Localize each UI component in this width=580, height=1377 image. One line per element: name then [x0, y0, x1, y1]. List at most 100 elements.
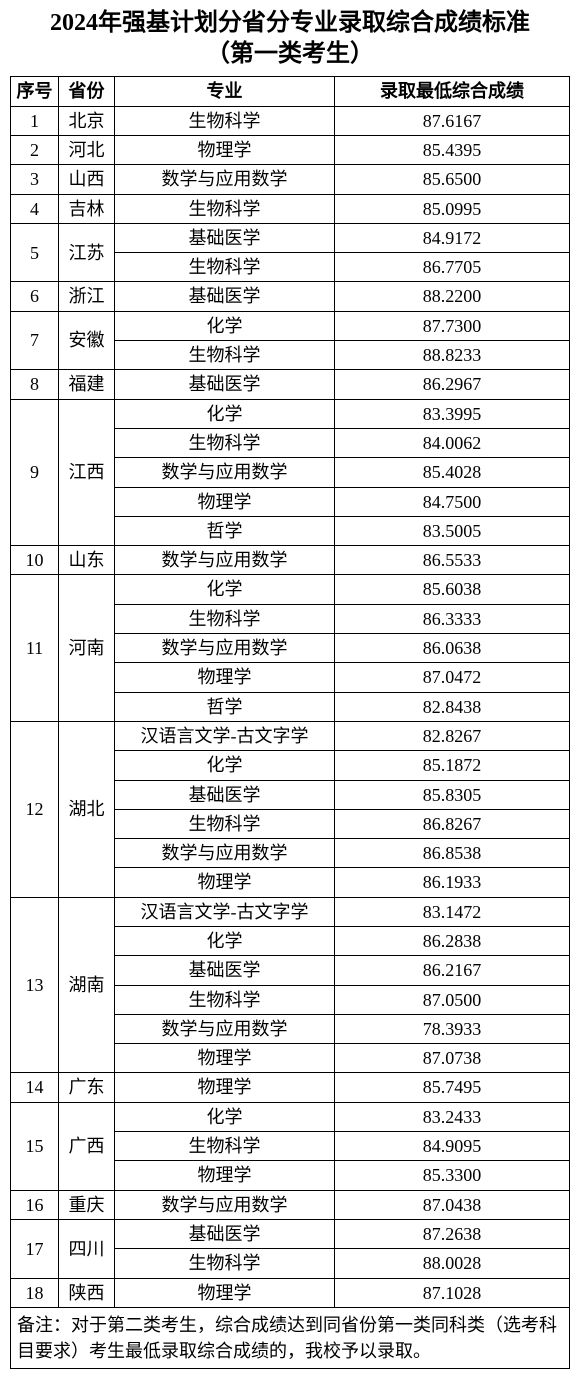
cell-major: 化学	[115, 575, 335, 604]
cell-major: 物理学	[115, 868, 335, 897]
table-row: 8福建基础医学86.2967	[11, 370, 570, 399]
title-line-2: （第一类考生）	[206, 41, 374, 67]
table-body: 1北京生物科学87.61672河北物理学85.43953山西数学与应用数学85.…	[11, 106, 570, 1307]
cell-province: 江西	[59, 399, 115, 545]
cell-province: 广西	[59, 1102, 115, 1190]
table-row: 2河北物理学85.4395	[11, 135, 570, 164]
table-header-row: 序号 省份 专业 录取最低综合成绩	[11, 77, 570, 106]
cell-score: 83.1472	[335, 897, 570, 926]
cell-major: 基础医学	[115, 956, 335, 985]
cell-major: 生物科学	[115, 428, 335, 457]
cell-score: 84.9172	[335, 223, 570, 252]
cell-score: 87.0500	[335, 985, 570, 1014]
cell-province: 福建	[59, 370, 115, 399]
cell-major: 汉语言文学-古文字学	[115, 721, 335, 750]
cell-score: 86.3333	[335, 604, 570, 633]
cell-major: 哲学	[115, 516, 335, 545]
cell-seq: 1	[11, 106, 59, 135]
table-row: 17四川基础医学87.2638	[11, 1219, 570, 1248]
cell-score: 86.0638	[335, 634, 570, 663]
cell-score: 88.0028	[335, 1249, 570, 1278]
cell-major: 化学	[115, 399, 335, 428]
cell-major: 物理学	[115, 1044, 335, 1073]
cell-seq: 12	[11, 721, 59, 897]
table-row: 4吉林生物科学85.0995	[11, 194, 570, 223]
cell-score: 83.3995	[335, 399, 570, 428]
cell-seq: 4	[11, 194, 59, 223]
cell-major: 物理学	[115, 1161, 335, 1190]
cell-score: 84.0062	[335, 428, 570, 457]
cell-score: 85.4395	[335, 135, 570, 164]
cell-seq: 8	[11, 370, 59, 399]
cell-score: 86.5533	[335, 546, 570, 575]
cell-province: 河南	[59, 575, 115, 721]
cell-province: 江苏	[59, 223, 115, 282]
table-row: 11河南化学85.6038	[11, 575, 570, 604]
table-row: 18陕西物理学87.1028	[11, 1278, 570, 1307]
cell-score: 86.8267	[335, 809, 570, 838]
cell-score: 88.8233	[335, 341, 570, 370]
cell-score: 85.4028	[335, 458, 570, 487]
cell-seq: 15	[11, 1102, 59, 1190]
cell-major: 数学与应用数学	[115, 839, 335, 868]
cell-major: 生物科学	[115, 1249, 335, 1278]
header-score: 录取最低综合成绩	[335, 77, 570, 106]
cell-major: 基础医学	[115, 223, 335, 252]
cell-major: 生物科学	[115, 1132, 335, 1161]
cell-province: 山东	[59, 546, 115, 575]
cell-major: 生物科学	[115, 341, 335, 370]
cell-score: 87.2638	[335, 1219, 570, 1248]
cell-major: 物理学	[115, 1278, 335, 1307]
header-major: 专业	[115, 77, 335, 106]
cell-major: 化学	[115, 926, 335, 955]
cell-score: 86.1933	[335, 868, 570, 897]
cell-major: 生物科学	[115, 809, 335, 838]
cell-seq: 10	[11, 546, 59, 575]
cell-major: 数学与应用数学	[115, 458, 335, 487]
cell-province: 浙江	[59, 282, 115, 311]
cell-major: 化学	[115, 1102, 335, 1131]
cell-major: 数学与应用数学	[115, 165, 335, 194]
cell-score: 86.2838	[335, 926, 570, 955]
cell-major: 物理学	[115, 487, 335, 516]
cell-major: 基础医学	[115, 370, 335, 399]
cell-score: 85.8305	[335, 780, 570, 809]
cell-score: 85.1872	[335, 751, 570, 780]
cell-score: 85.3300	[335, 1161, 570, 1190]
cell-seq: 11	[11, 575, 59, 721]
cell-major: 生物科学	[115, 604, 335, 633]
cell-score: 86.7705	[335, 253, 570, 282]
table-row: 6浙江基础医学88.2200	[11, 282, 570, 311]
cell-score: 85.6038	[335, 575, 570, 604]
cell-major: 生物科学	[115, 253, 335, 282]
cell-seq: 3	[11, 165, 59, 194]
cell-major: 基础医学	[115, 1219, 335, 1248]
cell-major: 汉语言文学-古文字学	[115, 897, 335, 926]
cell-score: 86.2967	[335, 370, 570, 399]
cell-province: 吉林	[59, 194, 115, 223]
table-row: 12湖北汉语言文学-古文字学82.8267	[11, 721, 570, 750]
cell-major: 基础医学	[115, 780, 335, 809]
header-seq: 序号	[11, 77, 59, 106]
cell-major: 生物科学	[115, 106, 335, 135]
cell-seq: 17	[11, 1219, 59, 1278]
table-row: 16重庆数学与应用数学87.0438	[11, 1190, 570, 1219]
document-container: 2024年强基计划分省分专业录取综合成绩标准 （第一类考生） 序号 省份 专业 …	[0, 0, 580, 1377]
cell-province: 山西	[59, 165, 115, 194]
cell-major: 基础医学	[115, 282, 335, 311]
cell-province: 湖南	[59, 897, 115, 1073]
cell-score: 87.1028	[335, 1278, 570, 1307]
cell-score: 86.2167	[335, 956, 570, 985]
cell-seq: 5	[11, 223, 59, 282]
cell-seq: 13	[11, 897, 59, 1073]
cell-seq: 14	[11, 1073, 59, 1102]
cell-score: 84.7500	[335, 487, 570, 516]
cell-score: 87.6167	[335, 106, 570, 135]
cell-score: 78.3933	[335, 1014, 570, 1043]
cell-score: 83.2433	[335, 1102, 570, 1131]
table-row: 10山东数学与应用数学86.5533	[11, 546, 570, 575]
title-line-1: 2024年强基计划分省分专业录取综合成绩标准	[50, 10, 530, 36]
cell-score: 87.0472	[335, 663, 570, 692]
table-row: 1北京生物科学87.6167	[11, 106, 570, 135]
cell-province: 河北	[59, 135, 115, 164]
